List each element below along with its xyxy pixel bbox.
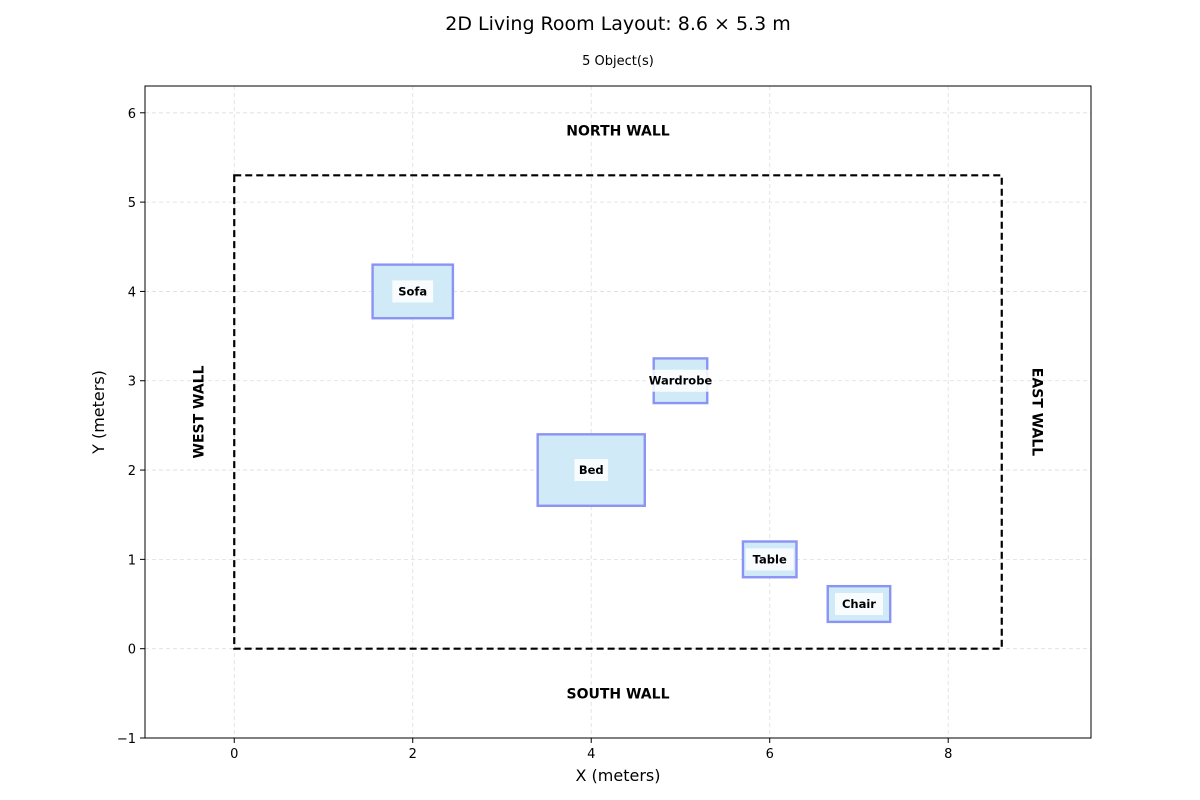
x-tick-label: 0 (230, 747, 238, 762)
object-label: Sofa (398, 284, 427, 298)
object-label-background (392, 280, 434, 303)
y-tick-label: 0 (128, 643, 136, 658)
object-label-background (645, 369, 716, 392)
chart-subtitle: 5 Object(s) (582, 54, 654, 69)
x-axis-label: X (meters) (576, 766, 661, 785)
object-label-background (745, 548, 794, 571)
object-sofa: Sofa (371, 263, 455, 320)
y-tick-label: 1 (128, 553, 136, 568)
object-wardrobe: Wardrobe (645, 357, 716, 405)
plot-frame (144, 85, 1092, 739)
object-chair: Chair (826, 584, 892, 624)
grid (145, 86, 1091, 739)
x-tick-label: 2 (409, 747, 417, 762)
chart-title: 2D Living Room Layout: 8.6 × 5.3 m (445, 13, 790, 35)
room-outline (233, 174, 1003, 650)
x-tick-label: 8 (944, 747, 952, 762)
axes: 0 2 4 6 8 −1 0 1 2 3 4 5 6 (117, 85, 1092, 762)
x-tick-label: 6 (766, 747, 774, 762)
y-tick-label: −1 (117, 732, 136, 747)
object-label: Chair (842, 597, 876, 611)
north-wall-label: NORTH WALL (566, 124, 669, 140)
wall-labels: NORTH WALL SOUTH WALL WEST WALL EAST WALL (192, 124, 1045, 703)
x-tick-label: 4 (587, 747, 595, 762)
object-label: Wardrobe (649, 374, 713, 388)
west-wall-label: WEST WALL (192, 365, 208, 458)
y-tick-label: 3 (128, 375, 136, 390)
object-label-background (574, 459, 609, 482)
y-tick-label: 4 (128, 285, 136, 300)
object-bed: Bed (536, 433, 646, 507)
object-label: Bed (579, 463, 604, 477)
object-rect (536, 433, 646, 507)
object-table: Table (741, 540, 798, 579)
object-label: Table (753, 552, 787, 566)
y-tick-label: 5 (128, 196, 136, 211)
y-tick-label: 6 (128, 107, 136, 122)
south-wall-label: SOUTH WALL (567, 686, 670, 702)
y-axis-label: Y (meters) (89, 370, 108, 455)
object-label-background (834, 593, 883, 616)
east-wall-label: EAST WALL (1028, 368, 1044, 456)
y-tick-label: 2 (128, 464, 136, 479)
room-outline-group (233, 174, 1003, 650)
objects-group: Sofa Wardrobe Bed Table Chair (371, 263, 892, 624)
